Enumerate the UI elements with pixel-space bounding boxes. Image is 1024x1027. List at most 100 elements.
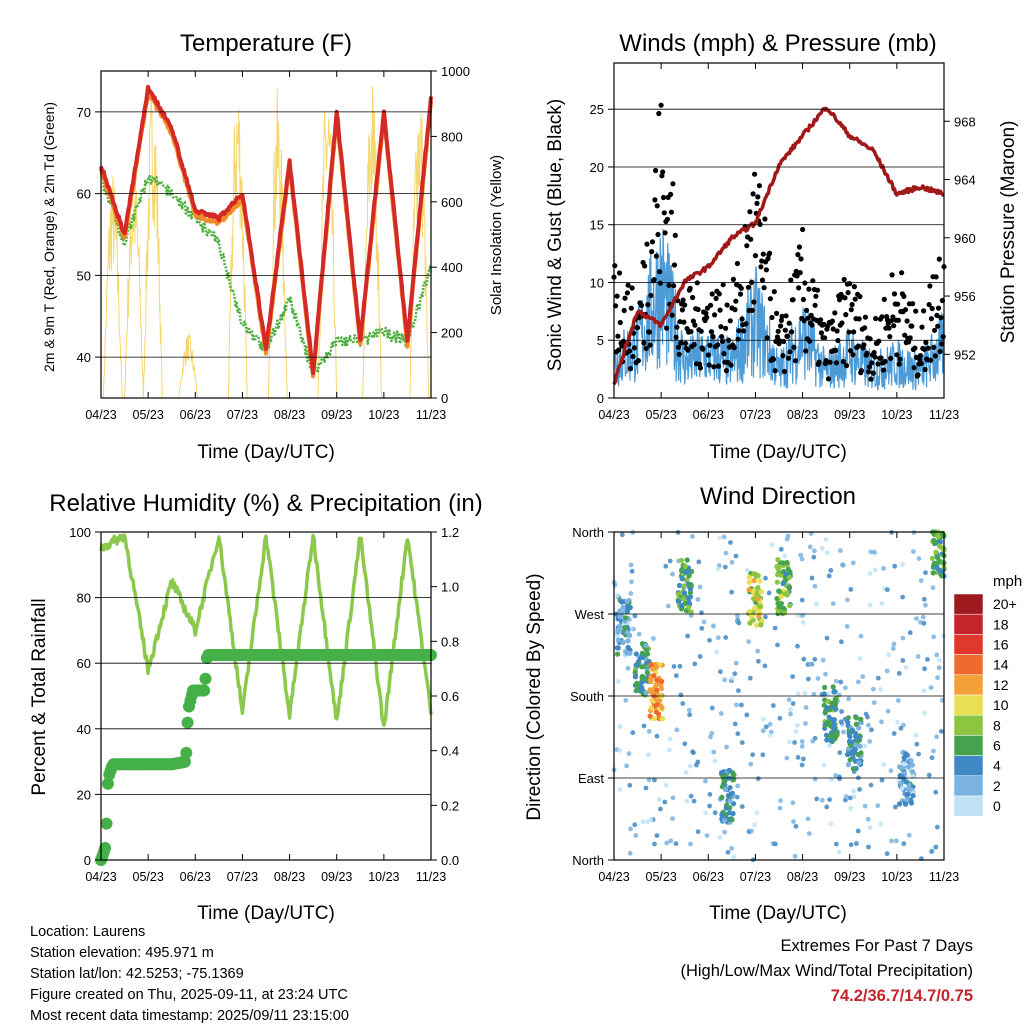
- direction-point: [681, 590, 688, 596]
- direction-point: [898, 725, 904, 731]
- direction-point: [801, 656, 807, 662]
- wind-gust-point: [745, 284, 752, 290]
- direction-point: [629, 568, 635, 574]
- wind-gust-point: [751, 299, 757, 305]
- winds-ytick-label: 5: [597, 333, 604, 348]
- direction-point: [862, 803, 868, 809]
- temperature-xtick-label: 05/23: [133, 408, 164, 422]
- direction-point: [934, 652, 940, 658]
- humidity-ytick-label: 40: [77, 722, 91, 737]
- direction-point: [853, 730, 859, 737]
- direction-point: [888, 768, 894, 774]
- direction-point: [663, 783, 669, 788]
- wind-gust-point: [770, 356, 777, 362]
- temperature-xlabel: Time (Day/UTC): [197, 442, 335, 463]
- sonic-wind-line: [613, 228, 945, 391]
- wind-gust-point: [754, 200, 760, 206]
- direction-point: [824, 705, 830, 711]
- direction-point: [812, 776, 818, 782]
- wind-gust-point: [631, 345, 638, 351]
- wind-gust-point: [795, 252, 801, 258]
- direction-point: [806, 676, 811, 682]
- direction-point: [896, 801, 903, 807]
- direction-point: [855, 735, 861, 741]
- direction-point: [844, 624, 850, 629]
- direction-point: [627, 604, 633, 611]
- direction-point: [704, 833, 710, 838]
- wind-gust-point: [868, 376, 874, 382]
- direction-point: [723, 805, 729, 811]
- wind-gust-point: [624, 290, 631, 296]
- wind-gust-point: [778, 323, 784, 329]
- direction-point: [908, 758, 914, 764]
- wind-gust-point: [758, 264, 764, 270]
- wind-gust-point: [750, 191, 756, 197]
- temperature-xtick-label: 04/23: [85, 408, 116, 422]
- direction-point: [688, 793, 694, 799]
- winds-y2tick-label: 952: [954, 347, 976, 362]
- direction-point: [739, 804, 745, 809]
- direction-point: [918, 619, 923, 625]
- colorbar-swatch: [953, 775, 984, 797]
- direction-point: [853, 721, 859, 727]
- temperature-xtick-label: 11/23: [416, 408, 446, 422]
- direction-point: [646, 729, 652, 734]
- wind-gust-point: [880, 367, 887, 373]
- wind-gust-point: [857, 293, 863, 300]
- colorbar-swatch: [953, 694, 984, 716]
- direction-panel: Wind Direction Time (Day/UTC) Direction …: [524, 483, 1022, 924]
- temperature-ytick-label: 60: [77, 187, 91, 202]
- wind-gust-point: [787, 349, 793, 355]
- direction-point: [667, 736, 673, 742]
- direction-point: [626, 751, 632, 757]
- direction-point: [739, 740, 745, 745]
- direction-point: [935, 555, 941, 561]
- direction-point: [828, 738, 834, 744]
- colorbar-label: 6: [993, 738, 1001, 754]
- wind-gust-point: [923, 339, 929, 346]
- direction-point: [684, 557, 690, 563]
- direction-point: [722, 787, 729, 793]
- info-latlon: Station lat/lon: 42.5253; -75.1369: [30, 966, 244, 982]
- direction-point: [652, 841, 657, 847]
- wind-gust-point: [712, 312, 718, 318]
- wind-gust-point: [720, 282, 726, 288]
- direction-point: [904, 797, 910, 803]
- direction-point: [854, 841, 859, 846]
- direction-point: [627, 650, 633, 656]
- direction-point: [831, 722, 837, 729]
- direction-point: [757, 604, 763, 610]
- temperature-xtick-label: 06/23: [180, 408, 211, 422]
- winds-y2tick-label: 964: [954, 173, 976, 188]
- humidity-ytick-label: 80: [77, 591, 91, 606]
- humidity-y2tick-label: 1.0: [441, 580, 459, 595]
- direction-point: [668, 838, 674, 844]
- direction-point: [916, 556, 922, 561]
- direction-point: [898, 780, 904, 786]
- direction-point: [825, 719, 832, 725]
- winds-ylabel-left: Sonic Wind & Gust (Blue, Black): [545, 99, 566, 371]
- direction-point: [934, 824, 940, 830]
- direction-point: [937, 539, 944, 545]
- direction-point: [937, 657, 942, 663]
- wind-gust-point: [910, 301, 916, 307]
- direction-point: [826, 691, 831, 697]
- direction-point: [688, 582, 694, 588]
- humidity-xtick-label: 05/23: [133, 870, 164, 884]
- direction-plot-area: [611, 529, 947, 863]
- direction-point: [914, 741, 920, 747]
- direction-point: [820, 657, 826, 663]
- direction-point: [855, 828, 861, 834]
- direction-point: [633, 833, 639, 838]
- direction-point: [656, 797, 662, 803]
- wind-gust-point: [790, 297, 796, 303]
- direction-point: [712, 758, 718, 764]
- direction-point: [853, 715, 860, 721]
- direction-point: [624, 598, 630, 605]
- wind-gust-point: [833, 360, 840, 366]
- colorbar-label: 2: [993, 778, 1001, 794]
- wind-gust-point: [679, 307, 686, 313]
- direction-point: [654, 664, 660, 670]
- wind-gust-point: [614, 293, 620, 299]
- direction-point: [707, 792, 713, 797]
